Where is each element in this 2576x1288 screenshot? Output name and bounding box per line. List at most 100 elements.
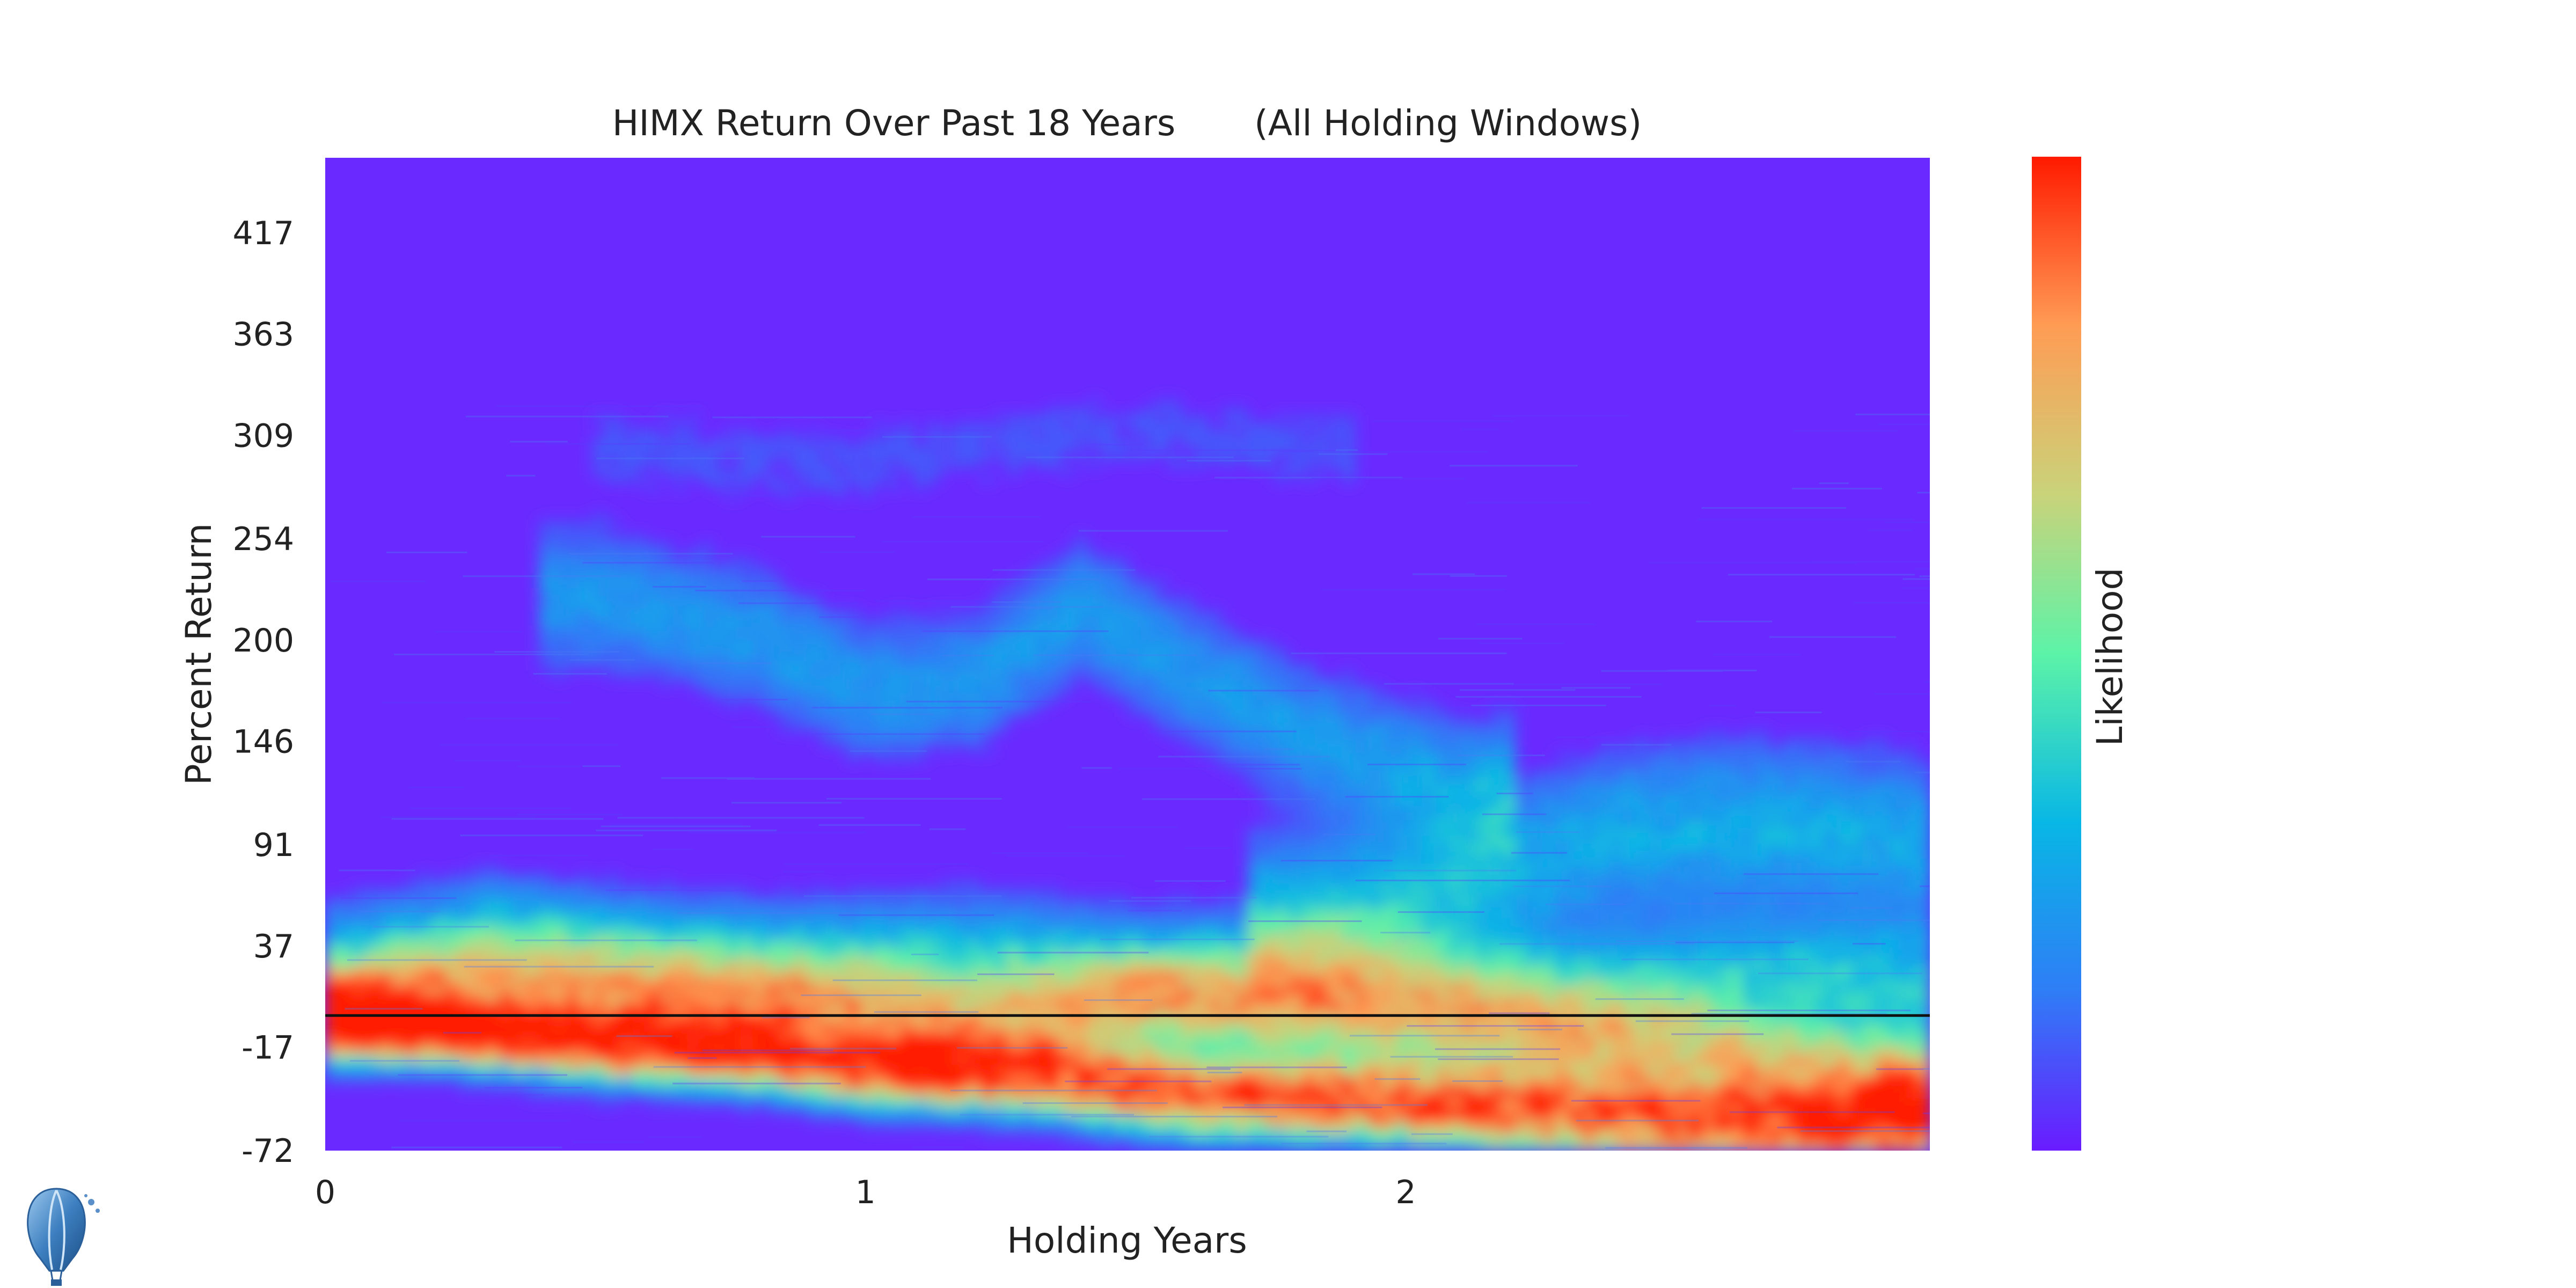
- heatmap-cell: [445, 1015, 460, 1024]
- heatmap-cell: [1194, 655, 1209, 663]
- heatmap-cell: [967, 737, 981, 746]
- heatmap-cell: [1341, 940, 1356, 949]
- heatmap-cell: [833, 632, 847, 641]
- heatmap-cell: [1555, 767, 1570, 776]
- heatmap-cell: [699, 1000, 714, 1009]
- heatmap-cell: [1435, 820, 1449, 829]
- heatmap-cell: [606, 873, 620, 881]
- heatmap-cell: [766, 685, 781, 693]
- heatmap-cell: [1154, 970, 1168, 979]
- heatmap-cell: [846, 993, 861, 1001]
- heatmap-cell: [819, 1098, 834, 1107]
- heatmap-cell: [512, 925, 526, 934]
- heatmap-cell: [1248, 745, 1262, 753]
- heatmap-cell: [980, 670, 994, 678]
- heatmap-cell: [807, 1053, 821, 1062]
- heatmap-cell: [954, 1000, 968, 1009]
- heatmap-cell: [1515, 820, 1529, 829]
- heatmap-cell: [1101, 610, 1115, 618]
- heatmap-cell: [1034, 925, 1048, 934]
- heatmap-cell: [1087, 1075, 1102, 1084]
- heatmap-cell: [472, 1083, 486, 1092]
- heatmap-cell: [1074, 1008, 1088, 1016]
- heatmap-cell: [1355, 828, 1369, 836]
- heatmap-cell: [1221, 730, 1235, 738]
- heatmap-cell: [1528, 1128, 1543, 1137]
- heatmap-cell: [1461, 1075, 1476, 1084]
- heatmap-cell: [1221, 1068, 1235, 1077]
- heatmap-cell: [713, 452, 727, 461]
- heatmap-cell: [1542, 813, 1556, 821]
- heatmap-cell: [592, 1030, 607, 1039]
- heatmap-cell: [1528, 1083, 1543, 1092]
- heatmap-cell: [1381, 993, 1396, 1001]
- heatmap-cell: [1047, 925, 1062, 934]
- heatmap-cell: [1034, 452, 1048, 461]
- heatmap-cell: [1154, 910, 1168, 919]
- heatmap-cell: [766, 482, 781, 491]
- heatmap-cell: [1422, 700, 1436, 708]
- heatmap-cell: [1154, 1113, 1168, 1122]
- heatmap-cell: [1208, 655, 1222, 663]
- heatmap-cell: [1355, 1000, 1369, 1009]
- heatmap-cell: [1461, 888, 1476, 896]
- heatmap-cell: [1488, 858, 1503, 866]
- heatmap-cell: [1368, 843, 1382, 851]
- heatmap-cell: [1034, 625, 1048, 633]
- heatmap-cell: [1422, 715, 1436, 723]
- heatmap-cell: [1020, 610, 1035, 618]
- heatmap-cell: [646, 595, 660, 603]
- heatmap-cell: [873, 1023, 888, 1031]
- heatmap-cell: [686, 1000, 700, 1009]
- heatmap-cell: [1301, 1128, 1315, 1137]
- heatmap-cell: [338, 993, 353, 1001]
- heatmap-cell: [993, 715, 1008, 723]
- heatmap-cell: [713, 910, 727, 919]
- heatmap-cell: [392, 1000, 406, 1009]
- heatmap-cell: [1234, 940, 1249, 949]
- heatmap-cell: [459, 903, 473, 911]
- heatmap-cell: [1341, 1053, 1356, 1062]
- heatmap-cell: [726, 948, 741, 956]
- heatmap-cell: [472, 963, 486, 971]
- heatmap-cell: [954, 1106, 968, 1114]
- heatmap-cell: [499, 873, 513, 881]
- heatmap-cell: [1502, 963, 1516, 971]
- heatmap-cell: [1422, 1091, 1436, 1099]
- heatmap-cell: [1114, 910, 1128, 919]
- heatmap-cell: [1047, 1060, 1062, 1069]
- heatmap-cell: [833, 640, 847, 648]
- heatmap-cell: [846, 715, 861, 723]
- heatmap-cell: [699, 565, 714, 573]
- heatmap-cell: [338, 1053, 353, 1062]
- heatmap-cell: [1555, 1030, 1570, 1039]
- heatmap-cell: [726, 655, 741, 663]
- heatmap-cell: [606, 978, 620, 986]
- heatmap-cell: [1034, 1053, 1048, 1062]
- heatmap-cell: [1435, 1128, 1449, 1137]
- heatmap-cell: [539, 647, 553, 656]
- heatmap-cell: [486, 1030, 500, 1039]
- heatmap-cell: [619, 670, 634, 678]
- heatmap-cell: [726, 647, 741, 656]
- heatmap-cell: [606, 985, 620, 994]
- heatmap-cell: [646, 1038, 660, 1046]
- heatmap-cell: [1140, 1015, 1155, 1024]
- heatmap-cell: [740, 692, 754, 701]
- heatmap-cell: [1020, 632, 1035, 641]
- heatmap-cell: [713, 617, 727, 626]
- heatmap-cell: [900, 1000, 914, 1009]
- heatmap-cell: [1502, 1038, 1516, 1046]
- heatmap-cell: [1087, 1136, 1102, 1144]
- heatmap-cell: [1461, 955, 1476, 964]
- heatmap-cell: [780, 1075, 794, 1084]
- heatmap-cell: [1528, 1075, 1543, 1084]
- heatmap-cell: [1528, 805, 1543, 814]
- heatmap-cell: [980, 1106, 994, 1114]
- heatmap-cell: [552, 948, 567, 956]
- heatmap-cell: [1288, 1121, 1302, 1129]
- heatmap-cell: [887, 715, 901, 723]
- heatmap-cell: [1167, 1075, 1182, 1084]
- heatmap-cell: [1181, 1136, 1195, 1144]
- heatmap-cell: [579, 1075, 594, 1084]
